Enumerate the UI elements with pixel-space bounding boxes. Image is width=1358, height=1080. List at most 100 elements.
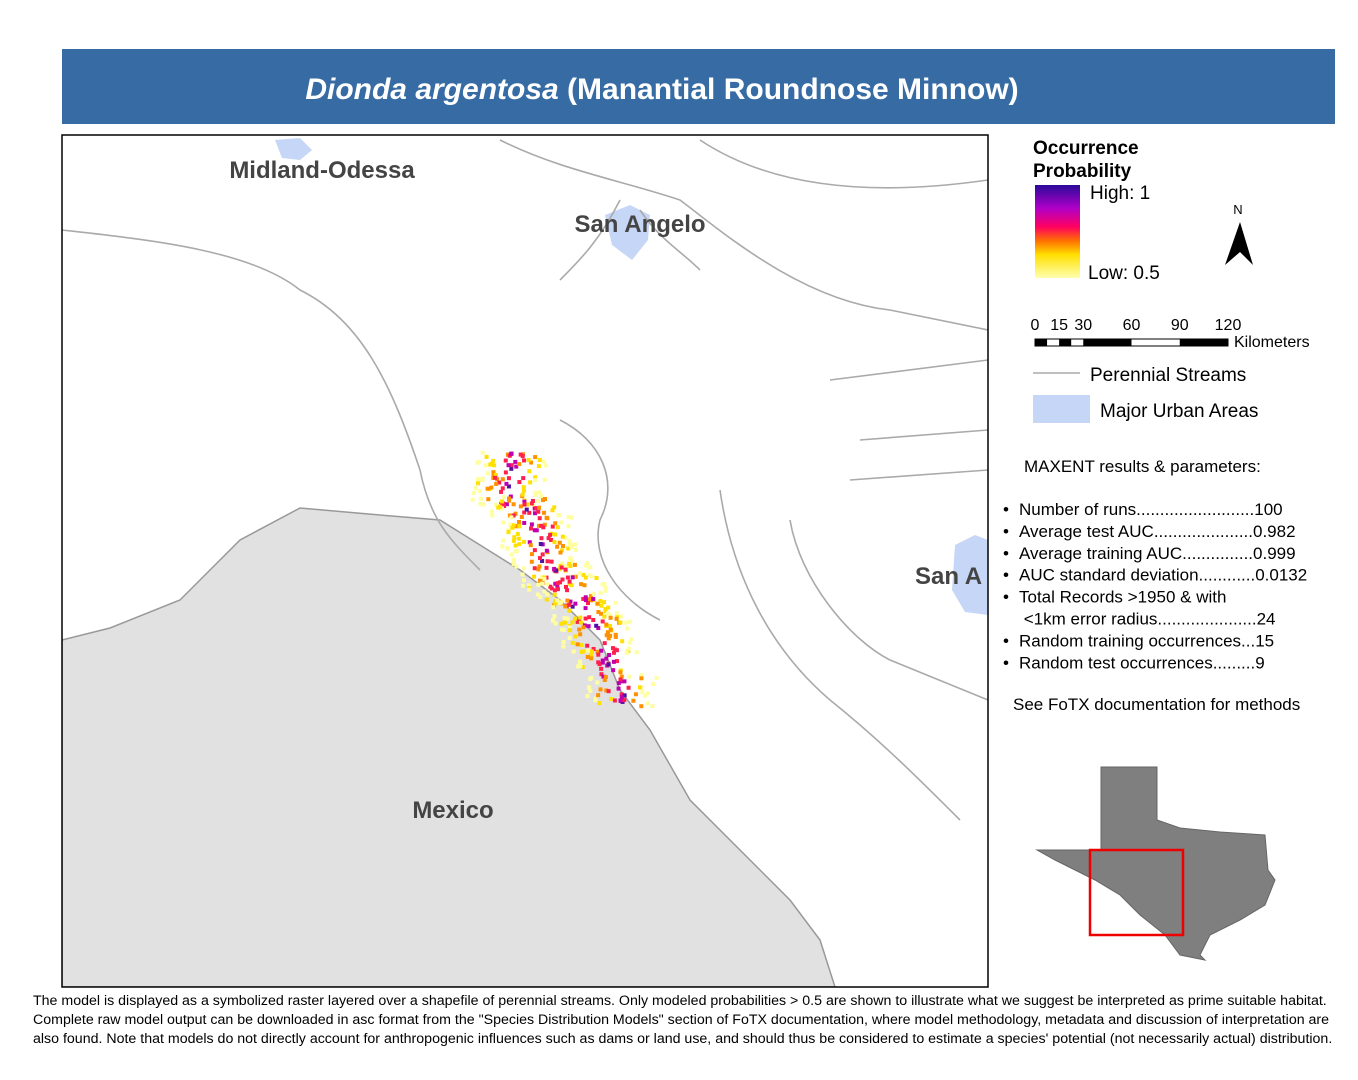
habitat-raster [470,450,659,709]
raster-cell [491,472,496,477]
raster-cell [490,513,495,518]
raster-cell [485,486,490,491]
raster-cell [619,695,624,700]
raster-cell [624,620,629,625]
raster-cell [526,583,531,588]
raster-cell [583,606,588,611]
raster-cell [571,649,576,654]
results-item: Random training occurrences...15 [1019,631,1274,650]
raster-cell [519,515,524,520]
raster-cell [499,506,504,511]
raster-cell [529,559,534,564]
raster-cell [599,672,604,677]
scale-label: 30 [1074,317,1092,334]
raster-cell [565,575,570,580]
raster-cell [599,603,604,608]
raster-cell [588,688,593,693]
raster-cell [634,650,639,655]
raster-cell [544,597,549,602]
raster-cell [555,525,560,530]
raster-cell [505,546,510,551]
raster-cell [570,575,575,580]
raster-cell [608,615,613,620]
raster-cell [503,470,508,475]
raster-cell [533,475,538,480]
raster-cell [557,540,562,545]
results-item: Average test AUC.....................0.9… [1019,522,1296,541]
raster-cell [511,523,516,528]
raster-cell [544,515,549,520]
raster-cell [511,561,516,566]
raster-cell [476,481,481,486]
raster-cell [485,471,490,476]
raster-cell [581,572,586,577]
raster-cell [561,644,566,649]
raster-cell [551,605,556,610]
raster-cell [577,627,582,632]
raster-cell [573,542,578,547]
raster-cell [603,609,608,614]
raster-cell [603,586,608,591]
raster-cell [544,565,549,570]
raster-cell [603,607,608,612]
raster-cell [618,677,623,682]
raster-cell [602,677,607,682]
raster-cell [539,536,544,541]
raster-cell [567,602,572,607]
raster-cell [589,649,594,654]
raster-cell [540,552,545,557]
raster-cell [530,498,535,503]
city-label: Midland-Odessa [229,157,415,184]
raster-cell [568,556,573,561]
raster-cell [567,561,572,566]
raster-cell [492,463,497,468]
results-note: See FoTX documentation for methods [1013,695,1300,714]
raster-cell [532,548,537,553]
raster-cell [602,614,607,619]
raster-cell [614,611,619,616]
raster-cell [605,611,610,616]
raster-cell [560,627,565,632]
results-item: Total Records >1950 & with [1019,588,1226,607]
raster-cell [541,459,546,464]
raster-cell [475,460,480,465]
raster-cell [556,512,561,517]
results-item: AUC standard deviation............0.0132 [1019,566,1307,585]
raster-cell [509,552,514,557]
raster-cell [480,477,485,482]
raster-cell [569,583,574,588]
raster-cell [570,604,575,609]
raster-cell [532,511,537,516]
raster-cell [517,524,522,529]
raster-cell [578,663,583,668]
raster-cell [560,544,565,549]
country-label: Mexico [412,797,493,824]
raster-cell [500,499,505,504]
raster-cell [527,510,532,515]
raster-cell [626,648,631,653]
raster-cell [536,523,541,528]
raster-cell [533,490,538,495]
raster-cell [599,611,604,616]
raster-cell [565,598,570,603]
raster-cell [537,556,542,561]
results-item: <1km error radius.....................24 [1019,610,1276,629]
raster-cell [500,486,505,491]
results-heading: MAXENT results & parameters: [1024,457,1261,476]
raster-cell [555,598,560,603]
raster-cell [559,520,564,525]
raster-cell [614,616,619,621]
raster-cell [470,497,475,502]
raster-cell [573,574,578,579]
raster-cell [598,591,603,596]
raster-cell [542,576,547,581]
raster-cell [596,652,601,657]
raster-cell [560,548,565,553]
bullet: • [1003,522,1009,541]
raster-cell [511,538,516,543]
raster-cell [540,575,545,580]
raster-cell [619,692,624,697]
raster-cell [549,559,554,564]
raster-cell [537,578,542,583]
raster-cell [527,469,532,474]
